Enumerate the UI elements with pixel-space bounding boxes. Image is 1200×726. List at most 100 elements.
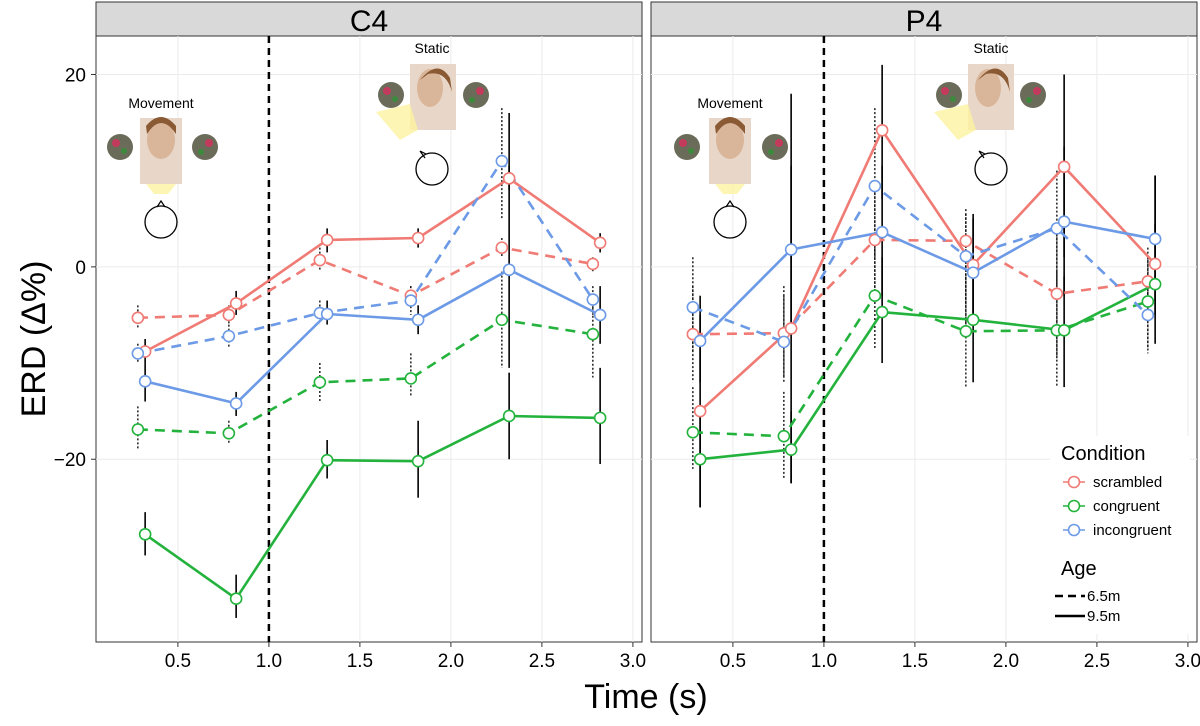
data-point-congruent	[875, 305, 889, 319]
ball-icon	[463, 82, 489, 108]
ball-patch-icon	[679, 139, 687, 147]
data-point-scrambled	[313, 253, 327, 267]
face-icon	[975, 69, 1001, 107]
plot-area-c4	[95, 35, 643, 643]
data-point-incongruent	[1141, 308, 1155, 322]
hair-icon	[146, 117, 176, 134]
x-tick-label: 2.0	[438, 651, 464, 672]
legend-age-items: 6.5m 9.5m	[1055, 588, 1120, 625]
data-point-incongruent	[1057, 215, 1071, 228]
ball-patch-icon	[768, 149, 774, 155]
legend-condition-items: scrambled congruent incongruent	[1063, 474, 1172, 539]
data-point-congruent	[320, 453, 334, 467]
hair-icon	[715, 117, 745, 134]
data-point-incongruent	[1148, 232, 1162, 246]
ball-patch-icon	[941, 87, 949, 95]
panel-p4: P4 0.5 1.0 1.5 2.0 2.5 3.0 Movement Static	[650, 1, 1200, 672]
ball-patch-icon	[950, 96, 956, 102]
movement-label-c4: Movement	[128, 95, 193, 111]
data-point-incongruent	[495, 154, 509, 168]
series-lines-c4	[137, 159, 601, 601]
data-point-scrambled	[593, 236, 607, 250]
x-tick-label: 1.5	[902, 651, 928, 672]
data-point-congruent	[222, 426, 236, 440]
data-point-scrambled	[1050, 287, 1064, 301]
legend-label-congruent: congruent	[1093, 498, 1161, 515]
x-tick-label: 0.5	[720, 651, 746, 672]
legend-label-scrambled: scrambled	[1093, 474, 1162, 491]
data-point-incongruent	[686, 300, 700, 314]
data-point-incongruent	[586, 293, 600, 306]
strip-label-c4: C4	[350, 5, 388, 38]
data-point-scrambled	[1148, 257, 1162, 271]
face-icon	[147, 121, 175, 159]
x-tick-label: 3.0	[620, 651, 646, 672]
data-point-incongruent	[777, 335, 791, 349]
series-line-congruent-9.5m	[699, 283, 1156, 461]
data-point-congruent	[495, 313, 509, 327]
data-point-congruent	[966, 313, 980, 327]
ball-patch-icon	[205, 139, 213, 147]
series-line-scrambled-9.5m	[144, 177, 601, 353]
data-point-congruent	[686, 426, 700, 439]
series-line-scrambled-9.5m	[699, 129, 1157, 413]
x-tick-label: 1.5	[347, 651, 373, 672]
panel-c4: C4 0.5 1.0 1.5 2.0 2.5 3.0 Movement Static	[95, 1, 646, 672]
data-point-scrambled	[784, 322, 798, 335]
data-point-congruent	[411, 454, 425, 468]
legend-age-title: Age	[1061, 558, 1097, 580]
data-point-incongruent	[693, 334, 707, 348]
legend: Condition scrambledcongruentincongruent …	[1050, 436, 1190, 634]
movement-label-p4: Movement	[697, 95, 762, 111]
y-tick-label: 0	[75, 258, 86, 279]
x-tick-label: 2.0	[993, 651, 1019, 672]
static-label-c4: Static	[414, 40, 449, 56]
ball-patch-icon	[775, 139, 783, 147]
data-point-congruent	[693, 452, 707, 466]
movement-stimulus-c4: Movement	[107, 95, 218, 239]
legend-label-age: 6.5m	[1087, 588, 1120, 605]
hair-icon	[978, 68, 1010, 92]
data-point-incongruent	[131, 347, 145, 360]
ball-patch-icon	[112, 139, 120, 147]
data-point-congruent	[1148, 277, 1162, 291]
ball-icon	[1020, 82, 1046, 108]
points-p4	[686, 123, 1162, 466]
data-point-incongruent	[320, 307, 334, 321]
series-line-incongruent-9.5m	[144, 268, 601, 405]
data-point-incongruent	[502, 263, 516, 277]
nose-schematic-icon	[978, 150, 986, 159]
data-point-congruent	[229, 592, 243, 606]
ball-patch-icon	[476, 87, 484, 95]
strip-c4-background	[95, 1, 643, 37]
data-point-scrambled	[222, 308, 236, 322]
data-point-incongruent	[959, 249, 973, 263]
legend-label-incongruent: incongruent	[1093, 522, 1172, 539]
legend-label-age: 9.5m	[1087, 608, 1120, 625]
legend-marker-incongruent	[1067, 523, 1081, 537]
data-point-incongruent	[868, 179, 882, 193]
head-schematic-icon	[144, 205, 178, 239]
data-point-incongruent	[411, 313, 425, 327]
face-icon	[716, 121, 744, 159]
series-line-congruent-9.5m	[144, 414, 601, 601]
ball-patch-icon	[1026, 97, 1032, 103]
data-point-congruent	[313, 375, 327, 389]
data-point-congruent	[131, 423, 145, 436]
ball-patch-icon	[121, 148, 127, 154]
head-schematic-icon	[974, 152, 1008, 186]
ball-icon	[936, 82, 962, 108]
data-point-congruent	[1057, 324, 1071, 337]
ball-patch-icon	[469, 97, 475, 103]
ball-icon	[378, 82, 404, 108]
face-icon	[417, 69, 443, 107]
legend-marker-scrambled	[1067, 475, 1081, 489]
ball-patch-icon	[688, 148, 694, 154]
data-point-scrambled	[586, 257, 600, 271]
series-line-incongruent-6.5m	[137, 159, 594, 355]
ball-icon	[762, 134, 788, 160]
data-point-incongruent	[222, 329, 236, 343]
static-stimulus-p4: Static	[934, 40, 1046, 186]
y-tick-label: 20	[65, 65, 86, 86]
data-point-scrambled	[320, 233, 334, 247]
